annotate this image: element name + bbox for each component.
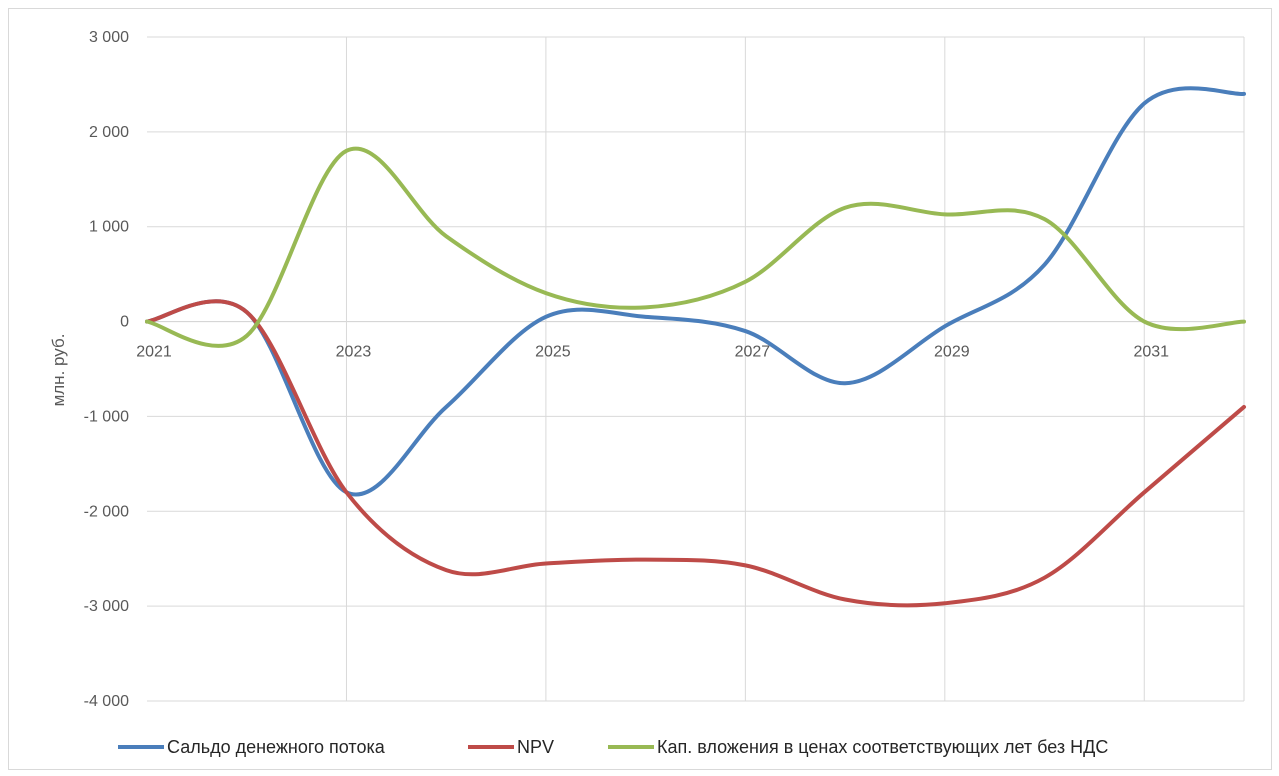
legend-label: Кап. вложения в ценах соответствующих ле…	[657, 737, 1108, 757]
y-tick-label: 3 000	[89, 29, 129, 46]
y-axis-ticks: 3 000 2 000 1 000 0 -1 000 -2 000 -3 000 -4 000	[84, 29, 129, 710]
y-axis-title: млн. руб.	[49, 334, 68, 407]
series-line-2	[145, 299, 1246, 608]
x-axis-ticks: 2021 2023 2025 2027 2029 2031	[136, 344, 1169, 361]
y-tick-label: 1 000	[89, 219, 129, 236]
y-tick-label: 0	[120, 314, 129, 331]
legend: Сальдо денежного потока NPV Кап. вложения …	[118, 737, 1108, 757]
legend-label: NPV	[517, 737, 554, 757]
series-line-1	[145, 86, 1246, 497]
x-tick-label: 2031	[1133, 344, 1169, 361]
series-line-3	[145, 146, 1246, 348]
x-tick-label: 2021	[136, 344, 172, 361]
x-tick-label: 2025	[535, 344, 571, 361]
y-tick-label: -3 000	[84, 598, 129, 615]
x-tick-label: 2023	[336, 344, 372, 361]
x-tick-label: 2029	[934, 344, 970, 361]
y-tick-label: -1 000	[84, 408, 129, 425]
y-tick-label: -2 000	[84, 503, 129, 520]
chart-frame	[8, 8, 1272, 770]
gridlines	[147, 36, 1245, 702]
series-lines	[145, 86, 1246, 608]
x-tick-label: 2027	[735, 344, 771, 361]
y-tick-label: -4 000	[84, 693, 129, 710]
legend-label: Сальдо денежного потока	[167, 737, 386, 757]
y-tick-label: 2 000	[89, 124, 129, 141]
